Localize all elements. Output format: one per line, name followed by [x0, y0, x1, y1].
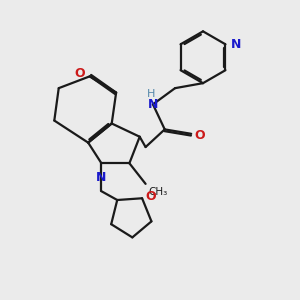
Text: H: H	[147, 89, 156, 99]
Text: O: O	[194, 129, 205, 142]
Text: N: N	[96, 171, 106, 184]
Text: N: N	[148, 98, 158, 111]
Text: O: O	[74, 67, 85, 80]
Text: CH₃: CH₃	[148, 187, 167, 197]
Text: N: N	[231, 38, 241, 51]
Text: O: O	[146, 190, 156, 203]
